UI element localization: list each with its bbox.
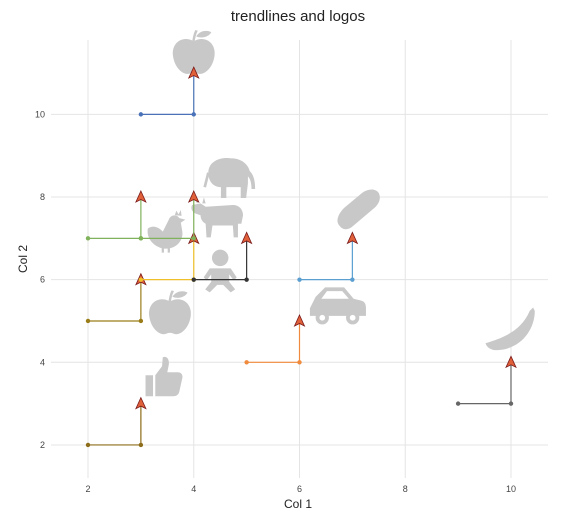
trendline-series [455, 355, 517, 406]
arrow-marker [187, 66, 200, 79]
data-point [85, 318, 91, 324]
y-tick-label: 10 [35, 109, 45, 119]
trendline-series [85, 190, 147, 241]
apple-icon [149, 290, 191, 335]
chart-title: trendlines and logos [231, 8, 365, 25]
tick-labels: 2 4 6 8 10 2 4 6 8 10 [35, 109, 516, 494]
banana-icon [485, 307, 535, 351]
car-icon [309, 287, 366, 325]
data-point [138, 112, 144, 117]
data-point [191, 236, 196, 241]
x-tick-label: 2 [86, 484, 91, 494]
trendline-series [85, 396, 147, 448]
grid [51, 40, 548, 478]
arrow-marker [135, 190, 147, 203]
data-point [455, 401, 461, 406]
y-tick-label: 2 [40, 440, 45, 450]
trendline-series [138, 190, 200, 241]
arrow-marker [505, 355, 517, 369]
elephant-icon [203, 158, 256, 198]
trendline-series [191, 231, 253, 282]
trendline-series [244, 314, 306, 365]
trendline-series [138, 66, 200, 117]
y-axis-title: Col 2 [16, 245, 30, 273]
trendline-series [297, 231, 359, 282]
data-point [138, 277, 144, 282]
chicken-icon [147, 209, 186, 253]
data-point [244, 277, 249, 282]
data-point [297, 277, 302, 282]
data-point [138, 236, 144, 241]
series-layer [85, 66, 517, 448]
data-point [191, 277, 196, 282]
cow-icon [191, 197, 244, 238]
trendline-series [138, 231, 200, 282]
data-point [138, 318, 144, 324]
x-tick-label: 10 [506, 484, 516, 494]
data-point [138, 442, 144, 448]
y-tick-label: 8 [40, 192, 45, 202]
arrow-marker [240, 231, 253, 245]
arrow-marker [346, 231, 359, 245]
apple-icon [172, 29, 215, 74]
arrow-marker [187, 190, 200, 203]
data-point [244, 360, 249, 365]
data-point [191, 112, 196, 117]
icon-layer [145, 29, 535, 397]
bread-icon [337, 189, 380, 230]
baby-icon [203, 249, 237, 293]
arrow-marker [293, 314, 306, 327]
data-point [508, 401, 514, 406]
x-tick-label: 4 [191, 484, 196, 494]
arrow-marker [135, 396, 147, 410]
data-point [297, 360, 302, 365]
data-point [85, 236, 91, 241]
data-point [85, 442, 91, 448]
thumbs-up-icon [145, 356, 183, 397]
trendline-series [85, 272, 147, 324]
x-tick-label: 8 [403, 484, 408, 494]
y-tick-label: 4 [40, 357, 45, 367]
y-tick-label: 6 [40, 275, 45, 285]
data-point [350, 277, 355, 282]
x-tick-label: 6 [297, 484, 302, 494]
x-axis-title: Col 1 [284, 497, 312, 511]
